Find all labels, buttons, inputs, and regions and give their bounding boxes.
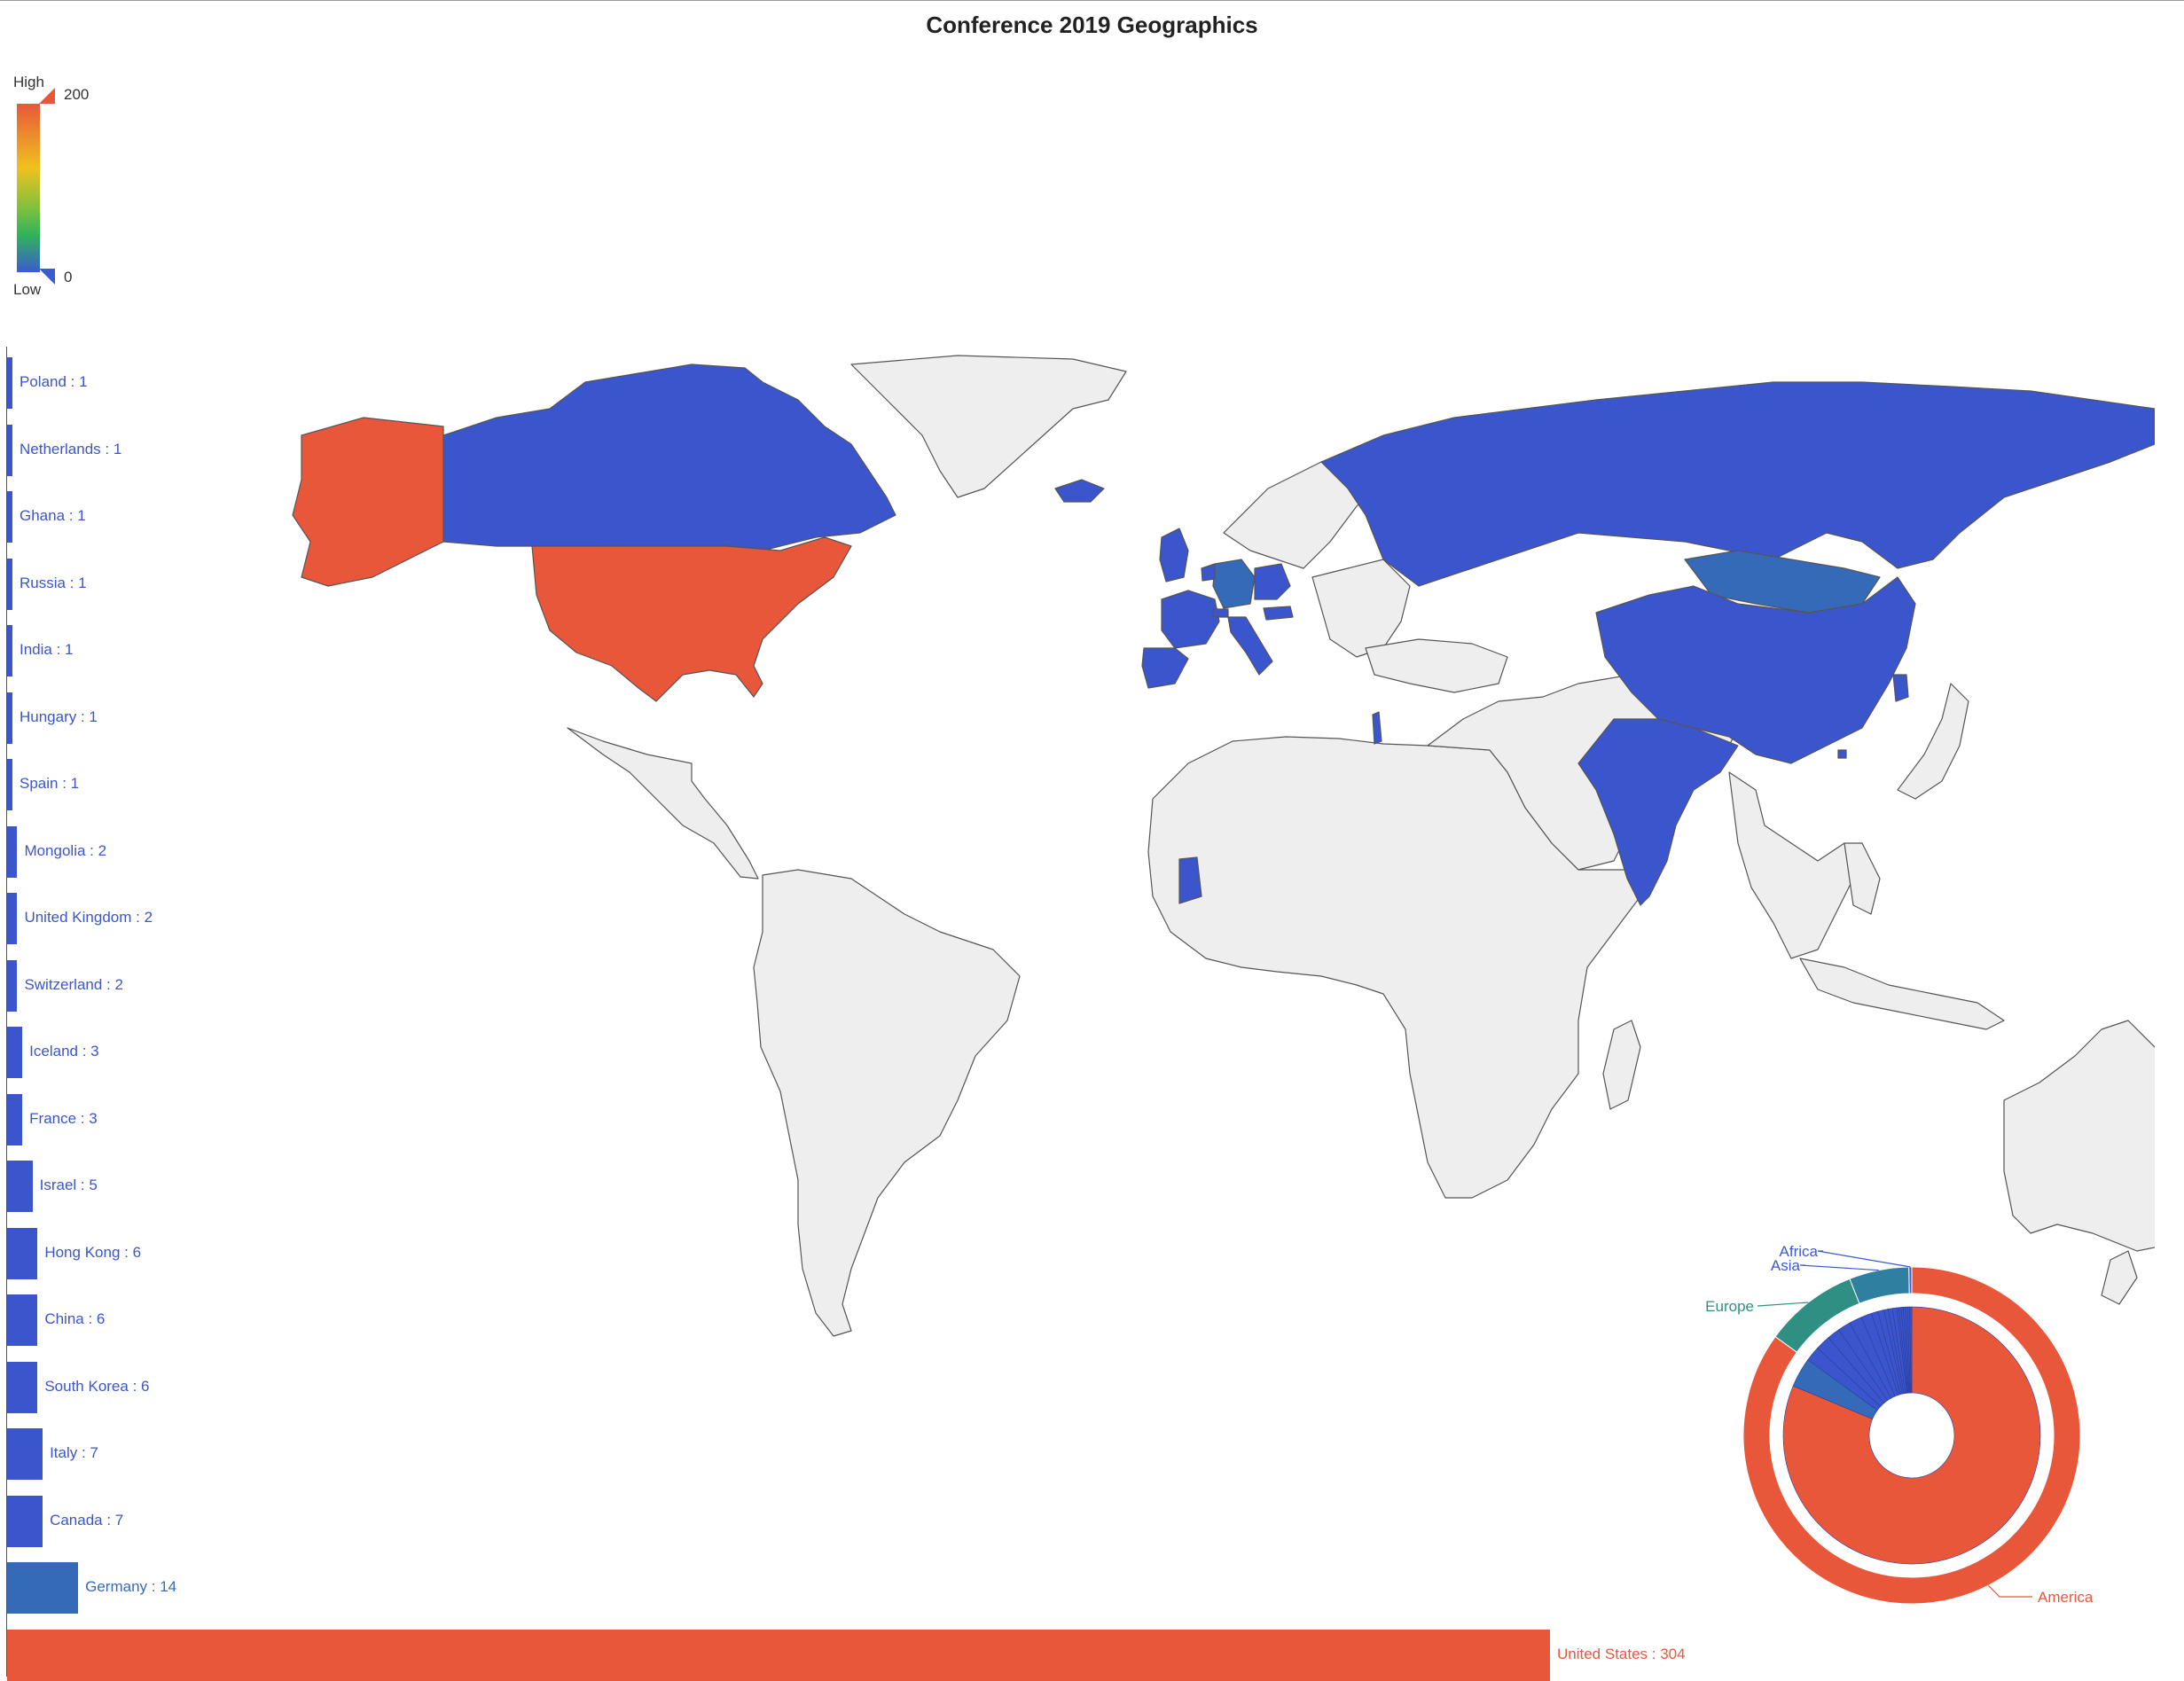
visual-map-high-label: High <box>13 74 44 90</box>
new-zealand-shape <box>2101 1250 2138 1305</box>
hungary-shape <box>1263 606 1294 621</box>
pie-inner-slice[interactable] <box>1909 1306 1913 1394</box>
bar-hong-kong[interactable] <box>7 1227 38 1279</box>
bar-south-korea[interactable] <box>7 1361 38 1413</box>
india-shape <box>1577 718 1739 906</box>
madagascar-shape <box>1602 1020 1641 1110</box>
visual-map-min-value: 0 <box>64 269 73 285</box>
country-bar-chart: Poland : 1 Netherlands : 1 Ghana : 1 Russia… <box>0 347 1729 1681</box>
southeast-asia-shape <box>1728 771 1854 959</box>
pie-label-line <box>1757 1302 1809 1307</box>
bar-label: Mongolia : 2 <box>24 841 107 859</box>
bar-label: India : 1 <box>20 641 74 658</box>
bar-switzerland[interactable] <box>7 959 18 1012</box>
bar-label: Hong Kong : 6 <box>44 1243 142 1261</box>
bar-united-kingdom[interactable] <box>7 893 18 944</box>
germany-shape <box>1212 559 1256 609</box>
eastern-europe-shape <box>1311 559 1411 658</box>
bar-label: Spain : 1 <box>20 775 80 792</box>
russia-shape <box>1320 381 2155 587</box>
france-shape <box>1161 590 1220 649</box>
pie-label: Asia <box>1771 1257 1801 1274</box>
chart-title: Conference 2019 Geographics <box>926 12 1258 38</box>
united-states-shape <box>531 536 852 702</box>
pie-label-line <box>1817 1250 1911 1268</box>
bar-mongolia[interactable] <box>7 825 18 878</box>
bar-label: Russia : 1 <box>20 574 87 591</box>
usa-alaska-shape <box>292 417 444 587</box>
pie-outer-slice-asia[interactable] <box>1849 1266 1910 1304</box>
bar-label: Italy : 7 <box>50 1444 98 1461</box>
bar-label: Canada : 7 <box>50 1511 124 1529</box>
spain-shape <box>1141 647 1189 689</box>
philippines-shape <box>1843 842 1881 915</box>
pie-outer-slice-america[interactable] <box>1742 1266 2081 1605</box>
turkey-shape <box>1365 638 1508 693</box>
bar-canada[interactable] <box>7 1495 43 1547</box>
bar-ghana[interactable] <box>7 491 12 543</box>
iceland-shape <box>1054 479 1105 503</box>
pie-inner-slice[interactable] <box>1782 1306 2041 1565</box>
visual-map-max-value: 200 <box>64 86 90 103</box>
pie-label: Africa <box>1780 1243 1819 1260</box>
pie-label-line <box>1799 1264 1879 1271</box>
bar-poland[interactable] <box>7 357 12 409</box>
bar-axis-line <box>6 347 7 1677</box>
bar-germany[interactable] <box>7 1562 79 1614</box>
bar-label: Germany : 14 <box>85 1578 177 1595</box>
bar-label: Hungary : 1 <box>20 708 98 725</box>
bar-label: Netherlands : 1 <box>20 440 122 457</box>
bar-spain[interactable] <box>7 759 12 810</box>
south-korea-shape <box>1892 674 1909 702</box>
bar-label: Israel : 5 <box>39 1177 98 1193</box>
visual-map-low-label: Low <box>13 281 42 298</box>
bar-label: Ghana : 1 <box>20 507 86 524</box>
united-kingdom-shape <box>1159 528 1189 582</box>
australia-shape <box>2003 1020 2155 1252</box>
bar-label: Switzerland : 2 <box>24 975 123 993</box>
japan-shape <box>1897 683 1969 800</box>
bar-netherlands[interactable] <box>7 424 12 476</box>
bar-united-states[interactable] <box>7 1629 1550 1681</box>
bar-china[interactable] <box>7 1294 38 1346</box>
bar-label: United States : 304 <box>1557 1645 1686 1662</box>
israel-shape <box>1372 711 1382 745</box>
pie-outer-slice-africa[interactable] <box>1908 1266 1913 1294</box>
bar-india[interactable] <box>7 625 12 676</box>
bar-iceland[interactable] <box>7 1027 23 1078</box>
pie-label: America <box>2038 1589 2094 1606</box>
hong-kong-shape <box>1837 749 1847 759</box>
italy-shape <box>1227 616 1273 676</box>
ghana-shape <box>1178 856 1202 904</box>
pie-label-line <box>1987 1584 2032 1598</box>
pie-label: Europe <box>1705 1298 1754 1315</box>
indonesia-shape <box>1799 958 2005 1030</box>
bar-label: South Korea : 6 <box>44 1377 150 1395</box>
poland-shape <box>1254 563 1291 600</box>
greenland-shape <box>850 355 1127 498</box>
bar-label: Iceland : 3 <box>29 1043 99 1059</box>
bar-label: France : 3 <box>29 1109 98 1127</box>
bar-hungary[interactable] <box>7 692 12 744</box>
south-america-shape <box>753 869 1021 1337</box>
switzerland-shape <box>1212 608 1229 618</box>
bar-france[interactable] <box>7 1093 23 1145</box>
bar-label: United Kingdom : 2 <box>24 909 153 926</box>
netherlands-shape <box>1201 563 1216 582</box>
visual-map-bottom-handle[interactable] <box>39 269 57 286</box>
bar-israel[interactable] <box>7 1161 33 1212</box>
bar-italy[interactable] <box>7 1428 43 1480</box>
world-map[interactable] <box>231 347 2155 1357</box>
mongolia-shape <box>1684 550 1881 614</box>
bar-label: China : 6 <box>44 1310 106 1327</box>
mexico-shape <box>567 727 759 880</box>
visual-map-legend[interactable]: High 200 0 Low <box>0 1 106 302</box>
bar-label: Poland : 1 <box>20 373 88 390</box>
visual-map-gradient-bar[interactable] <box>17 104 40 272</box>
bar-russia[interactable] <box>7 558 12 610</box>
visual-map-top-handle[interactable] <box>39 88 57 106</box>
